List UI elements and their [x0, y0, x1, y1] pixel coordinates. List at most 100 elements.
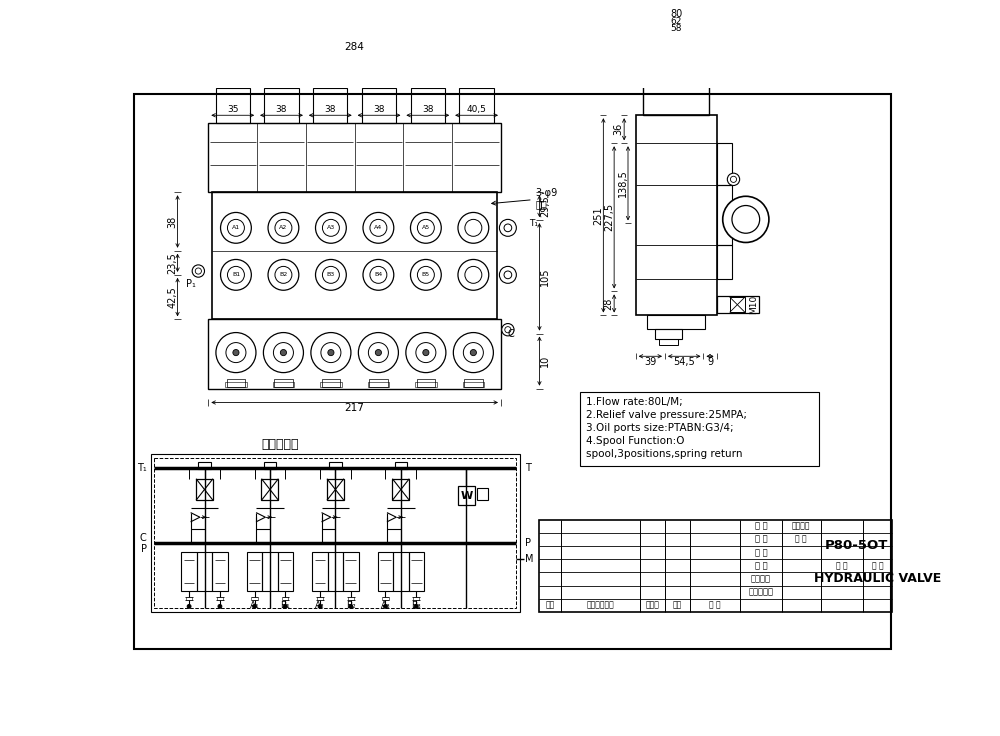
Circle shape	[363, 260, 394, 290]
Circle shape	[233, 350, 239, 355]
Bar	[463, 383, 484, 387]
Bar	[636, 116, 717, 316]
Bar	[393, 553, 409, 591]
Bar	[369, 379, 388, 387]
Text: 标记: 标记	[546, 601, 555, 610]
Text: M: M	[525, 553, 533, 564]
Text: 3.Oil ports size:PTABN:G3/4;: 3.Oil ports size:PTABN:G3/4;	[586, 423, 734, 433]
Text: W: W	[460, 491, 472, 500]
Circle shape	[470, 350, 476, 355]
Text: 58: 58	[670, 24, 682, 33]
Bar	[320, 68, 341, 77]
Bar	[717, 296, 759, 313]
Circle shape	[268, 213, 299, 243]
Text: B4: B4	[374, 272, 383, 277]
Bar	[328, 553, 343, 591]
Bar	[717, 144, 732, 185]
Bar	[392, 478, 409, 500]
Text: 更改内容概述: 更改内容概述	[586, 601, 614, 610]
Circle shape	[316, 213, 346, 243]
Text: 38: 38	[167, 216, 177, 227]
Circle shape	[349, 604, 353, 609]
Bar	[278, 553, 293, 591]
Text: 更改人: 更改人	[645, 601, 659, 610]
Circle shape	[187, 604, 191, 609]
Text: 日期: 日期	[673, 601, 682, 610]
Circle shape	[458, 260, 489, 290]
Text: 10: 10	[540, 355, 550, 367]
Bar	[395, 461, 407, 470]
Text: 23,5: 23,5	[167, 252, 177, 274]
Circle shape	[505, 327, 511, 333]
Circle shape	[273, 342, 293, 363]
Circle shape	[275, 266, 292, 283]
Circle shape	[463, 342, 483, 363]
Bar	[730, 297, 745, 312]
Bar	[655, 329, 682, 339]
Circle shape	[318, 604, 322, 609]
Text: B2: B2	[279, 272, 288, 277]
Circle shape	[328, 350, 334, 355]
Bar	[580, 392, 819, 466]
Circle shape	[227, 219, 244, 236]
Text: B1: B1	[232, 272, 240, 277]
Bar	[415, 383, 437, 387]
Circle shape	[465, 219, 482, 236]
Text: 217: 217	[345, 403, 365, 413]
Bar	[418, 68, 438, 77]
Text: 1.Flow rate:80L/M;: 1.Flow rate:80L/M;	[586, 397, 683, 407]
Text: 138,5: 138,5	[618, 169, 628, 197]
Bar	[312, 553, 328, 591]
Bar	[653, 33, 700, 43]
Circle shape	[268, 260, 299, 290]
Bar	[216, 88, 250, 123]
Bar	[409, 553, 424, 591]
Text: P80-5OT: P80-5OT	[825, 539, 888, 553]
Text: 36: 36	[614, 123, 624, 135]
Bar	[274, 379, 293, 387]
Circle shape	[263, 333, 303, 372]
Text: 图样标记: 图样标记	[792, 522, 810, 531]
Circle shape	[221, 260, 251, 290]
Text: T₁: T₁	[137, 463, 147, 473]
Text: A₃: A₃	[381, 601, 390, 610]
Text: 227,5: 227,5	[604, 203, 614, 231]
Circle shape	[384, 604, 387, 609]
Text: B₁: B₁	[280, 601, 290, 610]
Text: 38: 38	[373, 105, 385, 114]
Bar	[264, 88, 299, 123]
Text: A₂: A₂	[315, 601, 325, 610]
Circle shape	[499, 266, 516, 283]
Text: 签 名: 签 名	[709, 601, 720, 610]
Text: P: P	[525, 538, 531, 548]
Text: 284: 284	[345, 42, 365, 52]
Circle shape	[283, 604, 287, 609]
Circle shape	[322, 266, 339, 283]
Bar	[261, 478, 278, 500]
Text: 38: 38	[422, 105, 434, 114]
Text: 工艺检查: 工艺检查	[751, 574, 771, 584]
Text: 29,5: 29,5	[540, 195, 550, 217]
Bar	[196, 478, 213, 500]
Text: 液压原理图: 液压原理图	[261, 439, 299, 451]
Bar	[327, 478, 344, 500]
Text: T₁: T₁	[529, 219, 538, 228]
Text: P₁: P₁	[186, 279, 196, 289]
Text: 校 对: 校 对	[755, 562, 767, 570]
Text: A5: A5	[422, 225, 430, 230]
Circle shape	[723, 197, 769, 242]
Text: B₃: B₃	[411, 601, 421, 610]
Circle shape	[465, 266, 482, 283]
Bar	[181, 553, 197, 591]
Bar	[273, 383, 294, 387]
Text: A₁: A₁	[250, 601, 259, 610]
Circle shape	[732, 205, 760, 233]
Bar	[365, 77, 393, 88]
Bar	[650, 43, 703, 57]
Circle shape	[280, 350, 287, 355]
Circle shape	[221, 213, 251, 243]
Circle shape	[423, 350, 429, 355]
Text: 80: 80	[670, 9, 682, 18]
Text: 共 将: 共 将	[836, 562, 847, 570]
Circle shape	[322, 219, 339, 236]
